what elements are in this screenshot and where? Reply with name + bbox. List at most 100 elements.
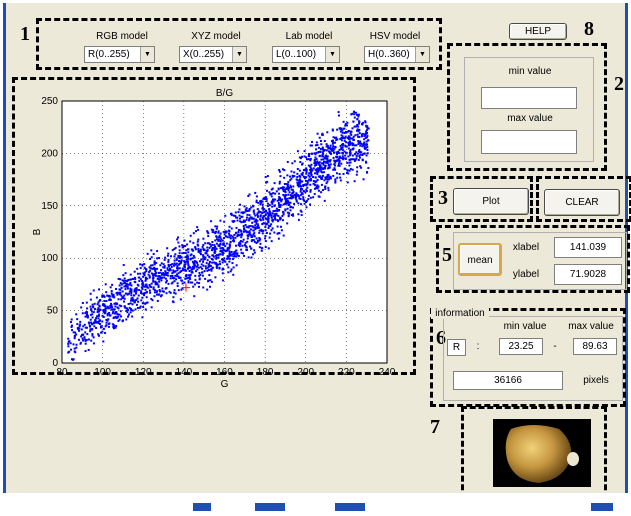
data-point (209, 245, 212, 248)
help-button[interactable]: HELP (509, 23, 567, 40)
data-point (279, 205, 282, 208)
range-panel (464, 57, 594, 162)
clear-button[interactable]: CLEAR (544, 189, 620, 216)
data-point (351, 137, 354, 140)
plot-button[interactable]: Plot (453, 188, 529, 215)
data-point (268, 214, 271, 217)
rgb-model-dropdown[interactable]: R(0..255) ▼ (84, 46, 155, 63)
data-point (352, 120, 355, 123)
data-point (309, 144, 312, 147)
data-point (324, 176, 327, 179)
data-point (83, 323, 86, 326)
data-point (97, 314, 100, 317)
data-point (84, 350, 87, 353)
data-point (199, 253, 202, 256)
data-point (166, 267, 169, 270)
data-point (92, 342, 95, 345)
data-point (226, 257, 229, 260)
data-point (183, 260, 186, 263)
data-point (173, 259, 176, 262)
data-point (234, 214, 237, 217)
data-point (109, 306, 112, 309)
data-point (271, 202, 274, 205)
hsv-model-dropdown[interactable]: H(0..360) ▼ (364, 46, 430, 63)
data-point (324, 165, 327, 168)
data-point (350, 133, 353, 136)
data-point (238, 214, 241, 217)
data-point (230, 268, 233, 271)
data-point (316, 187, 319, 190)
data-point (141, 302, 144, 305)
data-point (264, 226, 267, 229)
data-point (145, 270, 148, 273)
data-point (286, 184, 289, 187)
data-point (228, 247, 231, 250)
data-point (127, 292, 130, 295)
data-point (351, 127, 354, 130)
data-point (294, 197, 297, 200)
data-point (357, 113, 360, 116)
lab-model-dropdown[interactable]: L(0..100) ▼ (272, 46, 340, 63)
data-point (77, 328, 80, 331)
data-point (252, 217, 255, 220)
data-point (208, 246, 211, 249)
data-point (91, 313, 94, 316)
data-point (302, 175, 305, 178)
data-point (205, 252, 208, 255)
data-point (259, 214, 262, 217)
data-point (299, 175, 302, 178)
data-point (283, 176, 286, 179)
data-point (241, 215, 244, 218)
data-point (123, 285, 126, 288)
clear-region (536, 176, 631, 222)
data-point (259, 211, 262, 214)
data-point (133, 270, 136, 273)
data-point (149, 291, 152, 294)
data-point (313, 193, 316, 196)
data-point (111, 312, 114, 315)
data-point (106, 294, 109, 297)
data-point (341, 135, 344, 138)
data-point (252, 229, 255, 232)
data-point (110, 302, 113, 305)
data-point (151, 299, 154, 302)
data-point (214, 254, 217, 257)
data-point (344, 130, 347, 133)
range-max-input[interactable] (481, 130, 577, 154)
data-point (318, 154, 321, 157)
data-point (319, 139, 322, 142)
data-point (219, 253, 222, 256)
data-point (74, 351, 77, 354)
data-point (343, 167, 346, 170)
data-point (232, 273, 235, 276)
data-point (87, 348, 90, 351)
data-point (152, 286, 155, 289)
data-point (179, 262, 182, 265)
data-point (292, 214, 295, 217)
information-channel: R (447, 339, 466, 356)
region-number-3: 3 (438, 187, 448, 209)
data-point (310, 140, 313, 143)
data-point (296, 172, 299, 175)
data-point (129, 278, 132, 281)
data-point (200, 258, 203, 261)
data-point (145, 291, 148, 294)
data-point (156, 250, 159, 253)
data-point (111, 306, 114, 309)
mean-button[interactable]: mean (458, 243, 502, 276)
data-point (271, 205, 274, 208)
data-point (143, 273, 146, 276)
data-point (196, 265, 199, 268)
data-point (274, 209, 277, 212)
xyz-model-dropdown[interactable]: X(0..255) ▼ (179, 46, 247, 63)
data-point (68, 350, 71, 353)
data-point (349, 132, 352, 135)
data-point (320, 143, 323, 146)
range-region (447, 43, 607, 171)
data-point (202, 243, 205, 246)
data-point (326, 159, 329, 162)
range-min-input[interactable] (481, 87, 577, 109)
data-point (338, 155, 341, 158)
data-point (244, 241, 247, 244)
data-point (327, 147, 330, 150)
